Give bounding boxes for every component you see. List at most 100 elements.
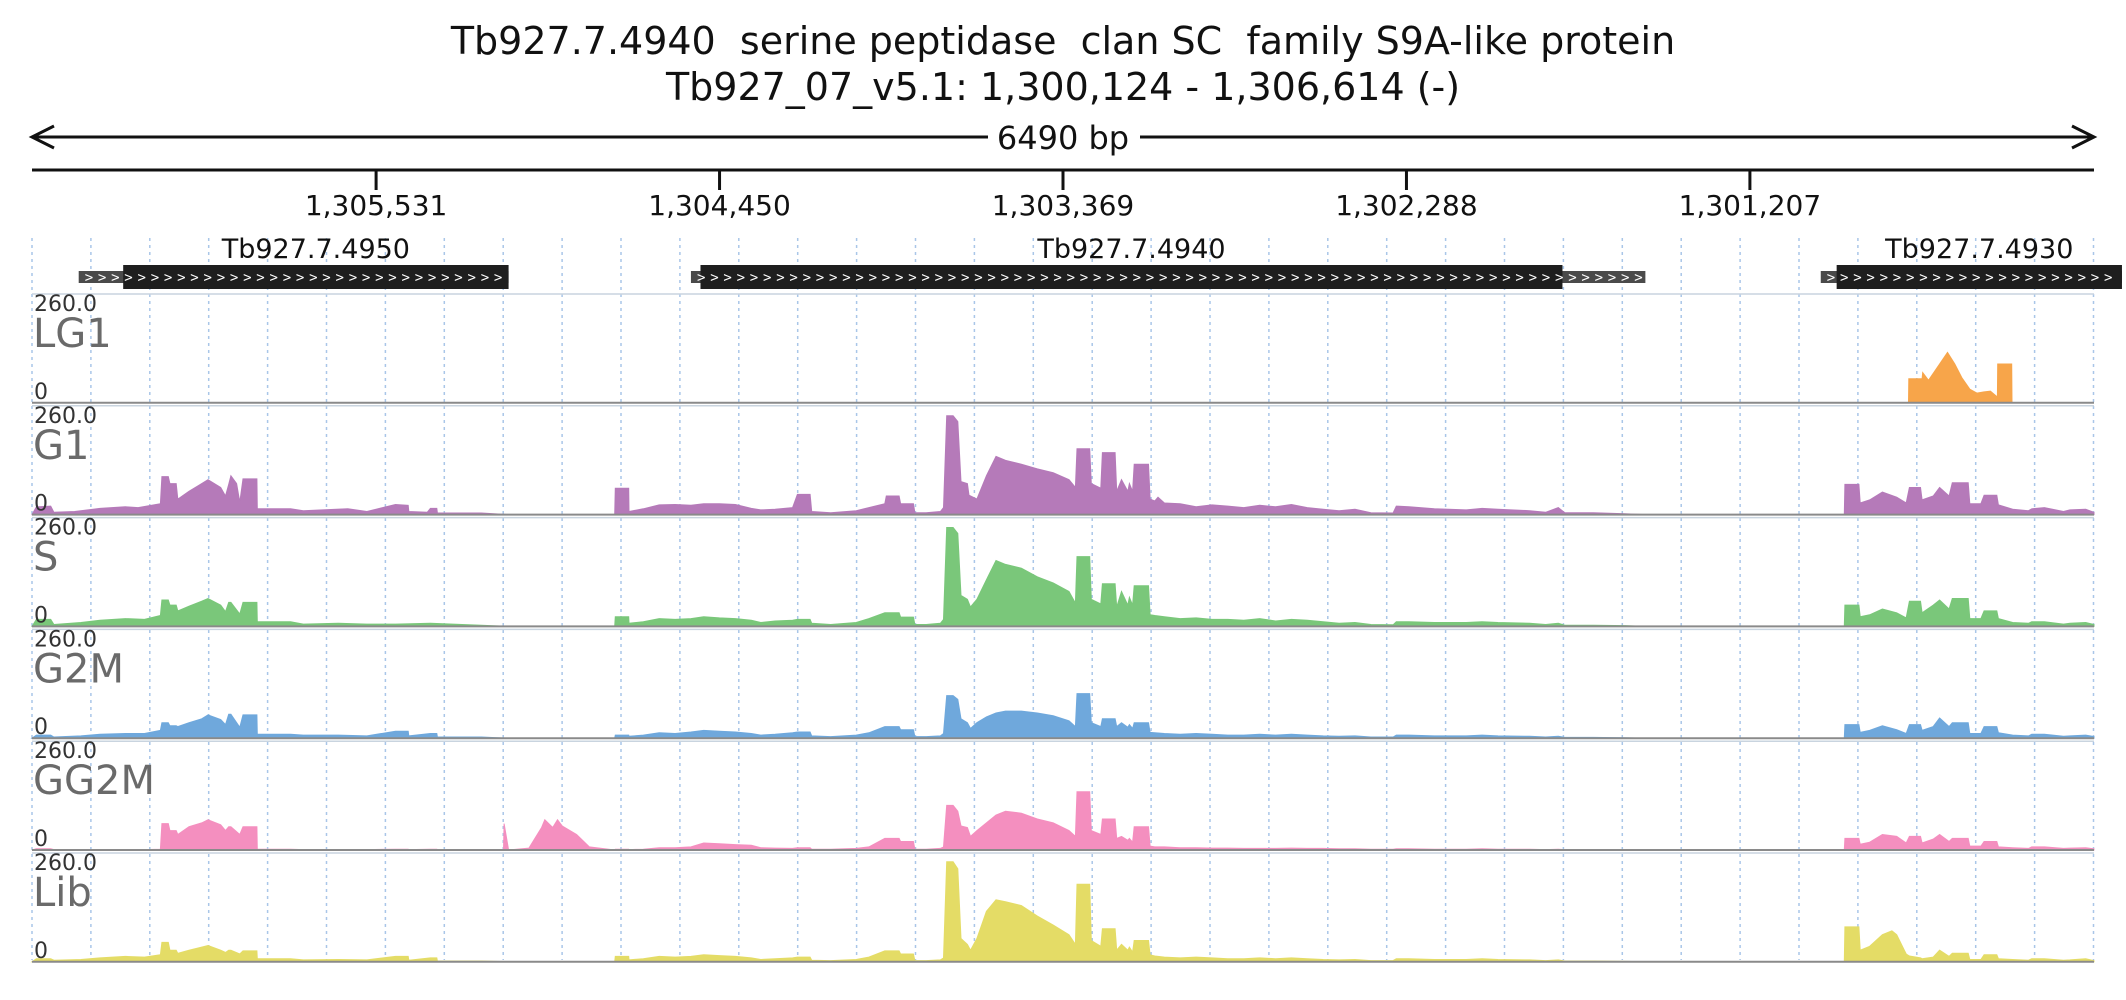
strand-arrow-icon: >: [1370, 270, 1378, 286]
strand-arrow-icon: >: [1959, 270, 1967, 286]
strand-arrow-icon: >: [243, 270, 251, 286]
span-label: 6490 bp: [997, 119, 1129, 157]
strand-arrow-icon: >: [750, 270, 758, 286]
coverage-track-lib: 260.0 0 Lib: [30, 851, 2095, 964]
strand-arrow-icon: >: [1410, 270, 1418, 286]
gridlines: [31, 238, 2095, 960]
strand-arrow-icon: >: [1555, 270, 1563, 286]
track-ymax-label: 260.0: [34, 627, 97, 652]
strand-arrow-icon: >: [1357, 270, 1365, 286]
strand-arrow-icon: >: [1529, 270, 1537, 286]
track-ymin-label: 0: [34, 715, 48, 740]
locus-title: Tb927_07_v5.1: 1,300,124 - 1,306,614 (-): [665, 65, 1461, 109]
strand-arrow-icon: >: [1595, 270, 1603, 286]
strand-arrow-icon: >: [388, 270, 396, 286]
track-ymax-label: 260.0: [34, 404, 97, 429]
coverage-area: [1907, 351, 2013, 404]
gene-track: > > > > > > > > > > > > > > > > > > > > > > > > > > > > > > > > Tb927.7.…: [78, 234, 2122, 289]
strand-arrow-icon: >: [869, 270, 877, 286]
gene-feature: > > > > > > > > > > > > > > > > > > > > > > Tb927.7.4930: [1820, 234, 2122, 289]
strand-arrow-icon: >: [2025, 270, 2033, 286]
gene-cds: [123, 265, 509, 289]
gene-title: Tb927.7.4940 serine peptidase clan SC fa…: [450, 19, 1676, 63]
strand-arrow-icon: >: [256, 270, 264, 286]
strand-arrow-icon: >: [1827, 270, 1835, 286]
strand-arrow-icon: >: [2091, 270, 2099, 286]
strand-arrow-icon: >: [2012, 270, 2020, 286]
strand-arrow-icon: >: [921, 270, 929, 286]
strand-arrow-icon: >: [375, 270, 383, 286]
strand-arrow-icon: >: [98, 270, 106, 286]
strand-arrow-icon: >: [1212, 270, 1220, 286]
strand-arrow-icon: >: [1476, 270, 1484, 286]
strand-arrow-icon: >: [908, 270, 916, 286]
track-ymax-label: 260.0: [34, 851, 97, 876]
strand-arrow-icon: >: [1331, 270, 1339, 286]
strand-arrow-icon: >: [415, 270, 423, 286]
strand-arrow-icon: >: [842, 270, 850, 286]
track-name-label: LG1: [33, 311, 112, 357]
strand-arrow-icon: >: [1542, 270, 1550, 286]
strand-arrow-icon: >: [1946, 270, 1954, 286]
axis-tick-label: 1,304,450: [648, 189, 791, 222]
strand-arrow-icon: >: [1265, 270, 1273, 286]
strand-arrow-icon: >: [1853, 270, 1861, 286]
strand-arrow-icon: >: [882, 270, 890, 286]
track-ymin-label: 0: [34, 603, 48, 628]
strand-arrow-icon: >: [763, 270, 771, 286]
track-ymin-label: 0: [34, 827, 48, 852]
strand-arrow-icon: >: [349, 270, 357, 286]
strand-arrow-icon: >: [296, 270, 304, 286]
coverage-area: [31, 415, 2095, 516]
strand-arrow-icon: >: [217, 270, 225, 286]
track-ymin-label: 0: [34, 492, 48, 517]
strand-arrow-icon: >: [1119, 270, 1127, 286]
strand-arrow-icon: >: [283, 270, 291, 286]
strand-arrow-icon: >: [454, 270, 462, 286]
strand-arrow-icon: >: [1278, 270, 1286, 286]
strand-arrow-icon: >: [1146, 270, 1154, 286]
gene-name-label: Tb927.7.4940: [1036, 234, 1225, 265]
strand-arrow-icon: >: [164, 270, 172, 286]
track-name-label: Lib: [33, 870, 92, 916]
strand-arrow-icon: >: [1840, 270, 1848, 286]
strand-arrow-icon: >: [1998, 270, 2006, 286]
strand-arrow-icon: >: [230, 270, 238, 286]
track-ymax-label: 260.0: [34, 292, 97, 317]
strand-arrow-icon: >: [336, 270, 344, 286]
strand-arrow-icon: >: [1159, 270, 1167, 286]
track-name-label: GG2M: [33, 758, 155, 804]
strand-arrow-icon: >: [309, 270, 317, 286]
track-name-label: G1: [33, 423, 89, 469]
coverage-track-lg1: 260.0 0 LG1: [32, 292, 2094, 405]
strand-arrow-icon: >: [1515, 270, 1523, 286]
span-arrow-right-icon: [2071, 124, 2098, 150]
strand-arrow-icon: >: [1093, 270, 1101, 286]
strand-arrow-icon: >: [2051, 270, 2059, 286]
coverage-tracks: 260.00LG1260.00G1260.00S260.00G2M260.00G…: [30, 292, 2095, 964]
strand-arrow-icon: >: [935, 270, 943, 286]
track-ymax-label: 260.0: [34, 739, 97, 764]
strand-arrow-icon: >: [1199, 270, 1207, 286]
strand-arrow-icon: >: [1880, 270, 1888, 286]
strand-arrow-icon: >: [737, 270, 745, 286]
strand-arrow-icon: >: [1040, 270, 1048, 286]
strand-arrow-icon: >: [190, 270, 198, 286]
strand-arrow-icon: >: [177, 270, 185, 286]
strand-arrow-icon: >: [1172, 270, 1180, 286]
strand-arrow-icon: >: [1014, 270, 1022, 286]
axis-tick-label: 1,302,288: [1335, 189, 1478, 222]
gene-name-label: Tb927.7.4950: [221, 234, 410, 265]
track-name-label: G2M: [33, 646, 124, 692]
strand-arrow-icon: >: [1344, 270, 1352, 286]
strand-arrow-icon: >: [1866, 270, 1874, 286]
position-axis: 1,305,531 1,304,450 1,303,369 1,302,288 1,30…: [32, 168, 2094, 222]
strand-arrow-icon: >: [1001, 270, 1009, 286]
gene-cds: [700, 265, 1563, 289]
strand-arrow-icon: >: [1080, 270, 1088, 286]
strand-arrow-icon: >: [362, 270, 370, 286]
strand-arrow-icon: >: [1463, 270, 1471, 286]
strand-arrow-icon: >: [987, 270, 995, 286]
strand-arrow-icon: >: [1634, 270, 1642, 286]
strand-arrow-icon: >: [1985, 270, 1993, 286]
